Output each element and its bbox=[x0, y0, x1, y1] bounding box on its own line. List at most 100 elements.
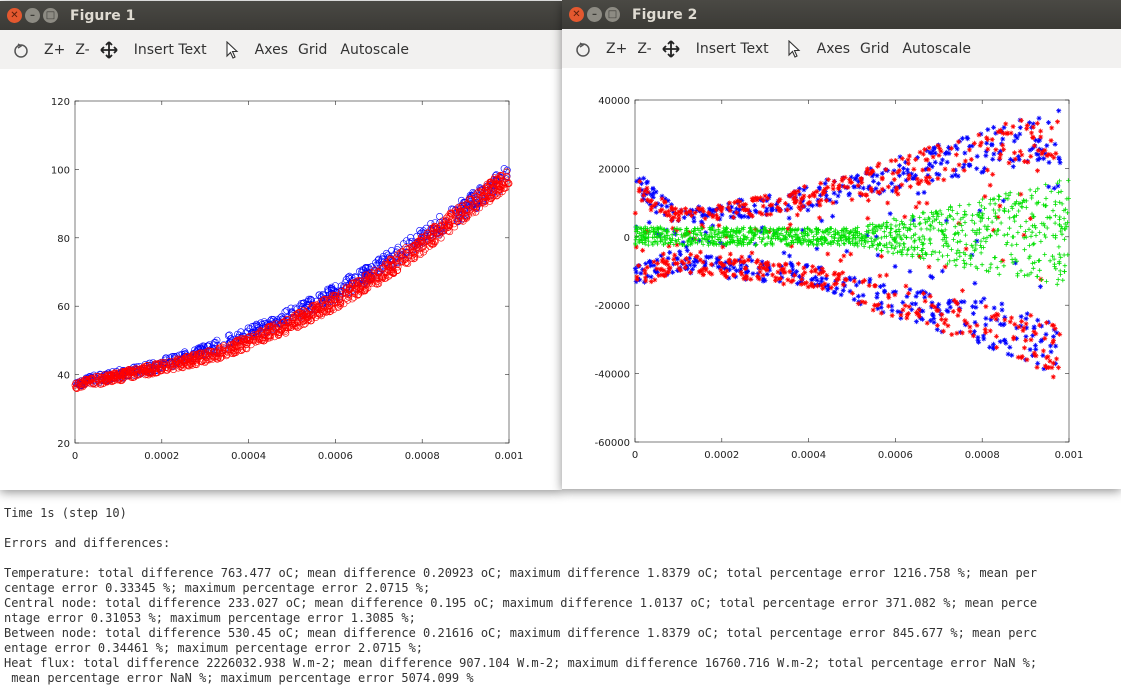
scatter-point bbox=[358, 266, 366, 274]
rotate-button[interactable] bbox=[574, 40, 592, 58]
scatter-point bbox=[894, 186, 900, 192]
scatter-point bbox=[362, 271, 370, 279]
scatter-point bbox=[968, 157, 974, 162]
scatter-point bbox=[687, 209, 693, 215]
plot-canvas[interactable]: 0 0.0002 0.0004 0.0006 0.0008 0.001 -60000 -400… bbox=[562, 68, 1121, 489]
scatter-point bbox=[912, 224, 918, 229]
scatter-point bbox=[633, 244, 639, 250]
scatter-point bbox=[656, 273, 662, 278]
scatter-point bbox=[983, 153, 989, 159]
scatter-point bbox=[654, 257, 660, 263]
minimize-icon[interactable]: – bbox=[25, 8, 40, 23]
scatter-point bbox=[967, 144, 973, 149]
scatter-point bbox=[672, 252, 678, 258]
scatter-point bbox=[1019, 355, 1025, 361]
insert-text-button[interactable]: Insert Text bbox=[695, 40, 769, 57]
scatter-point bbox=[760, 278, 766, 284]
scatter-point bbox=[905, 171, 911, 177]
zoom-in-button[interactable]: Z+ bbox=[44, 41, 66, 58]
maximize-icon[interactable]: □ bbox=[605, 7, 620, 22]
scatter-point bbox=[869, 188, 874, 194]
scatter-point bbox=[961, 162, 967, 168]
scatter-point bbox=[795, 188, 801, 194]
pan-button[interactable] bbox=[662, 39, 680, 58]
scatter-point bbox=[830, 213, 836, 219]
scatter-point bbox=[663, 240, 668, 246]
scatter-point bbox=[816, 271, 822, 277]
grid-button[interactable]: Grid bbox=[298, 41, 328, 58]
scatter-point bbox=[974, 322, 980, 328]
scatter-point bbox=[702, 216, 708, 222]
select-button[interactable] bbox=[787, 39, 801, 58]
pan-button[interactable] bbox=[100, 40, 118, 59]
select-button[interactable] bbox=[225, 40, 239, 59]
scatter-point bbox=[294, 324, 302, 332]
autoscale-button[interactable]: Autoscale bbox=[902, 40, 971, 57]
scatter-point bbox=[850, 227, 856, 233]
scatter-point bbox=[931, 319, 937, 325]
scatter-point bbox=[659, 196, 665, 202]
autoscale-button[interactable]: Autoscale bbox=[340, 41, 409, 58]
scatter-point bbox=[1021, 198, 1026, 203]
scatter-point bbox=[864, 235, 869, 240]
minimize-icon[interactable]: – bbox=[587, 7, 602, 22]
scatter-point bbox=[992, 201, 998, 206]
scatter-point bbox=[678, 207, 684, 213]
scatter-point bbox=[825, 177, 831, 183]
scatter-point bbox=[673, 255, 679, 261]
scatter-point bbox=[752, 231, 757, 237]
insert-text-button[interactable]: Insert Text bbox=[133, 41, 207, 58]
close-icon[interactable]: ✕ bbox=[7, 8, 22, 23]
scatter-point bbox=[707, 270, 712, 276]
scatter-point bbox=[1046, 120, 1051, 125]
scatter-point bbox=[873, 186, 879, 192]
scatter-point bbox=[700, 236, 705, 241]
scatter-point bbox=[887, 240, 892, 246]
scatter-point bbox=[805, 284, 811, 290]
scatter-point bbox=[1012, 321, 1018, 327]
scatter-point bbox=[828, 285, 834, 291]
scatter-point bbox=[324, 298, 332, 306]
scatter-point bbox=[129, 373, 137, 381]
scatter-point bbox=[243, 345, 251, 353]
scatter-point bbox=[1051, 323, 1057, 329]
scatter-point bbox=[466, 195, 474, 203]
scatter-point bbox=[446, 209, 454, 217]
window-titlebar[interactable]: ✕ – □ Figure 1 bbox=[0, 1, 562, 30]
scatter-point bbox=[671, 210, 677, 216]
zoom-out-button[interactable]: Z- bbox=[637, 40, 652, 57]
axes-button[interactable]: Axes bbox=[816, 40, 850, 57]
scatter-point bbox=[1005, 196, 1011, 202]
scatter-point bbox=[954, 251, 959, 256]
grid-button[interactable]: Grid bbox=[860, 40, 890, 57]
scatter-point bbox=[1001, 321, 1007, 327]
scatter-point bbox=[1017, 131, 1023, 137]
zoom-in-button[interactable]: Z+ bbox=[606, 40, 628, 57]
scatter-point bbox=[896, 183, 902, 189]
scatter-point bbox=[383, 268, 391, 276]
scatter-point bbox=[357, 284, 365, 292]
scatter-point bbox=[913, 173, 919, 178]
axes-button[interactable]: Axes bbox=[254, 41, 288, 58]
scatter-point bbox=[814, 277, 820, 283]
scatter-point bbox=[1057, 252, 1062, 257]
scatter-point bbox=[884, 225, 889, 231]
scatter-point bbox=[1056, 365, 1061, 371]
scatter-point bbox=[822, 181, 828, 187]
zoom-out-button[interactable]: Z- bbox=[75, 41, 90, 58]
scatter-point bbox=[337, 287, 345, 295]
scatter-point bbox=[889, 308, 895, 314]
maximize-icon[interactable]: □ bbox=[43, 8, 58, 23]
plot-canvas[interactable]: 0 0.0002 0.0004 0.0006 0.0008 0.001 20 40 60 80 10… bbox=[0, 69, 562, 490]
scatter-point bbox=[926, 180, 932, 186]
close-icon[interactable]: ✕ bbox=[569, 7, 584, 22]
scatter-point bbox=[991, 207, 996, 213]
scatter-point bbox=[344, 296, 352, 304]
scatter-point bbox=[757, 210, 763, 216]
scatter-point bbox=[822, 186, 828, 192]
scatter-point bbox=[776, 228, 781, 233]
window-titlebar[interactable]: ✕ – □ Figure 2 bbox=[562, 0, 1121, 29]
scatter-point bbox=[801, 187, 807, 193]
rotate-button[interactable] bbox=[12, 41, 30, 59]
scatter-point bbox=[796, 204, 802, 210]
